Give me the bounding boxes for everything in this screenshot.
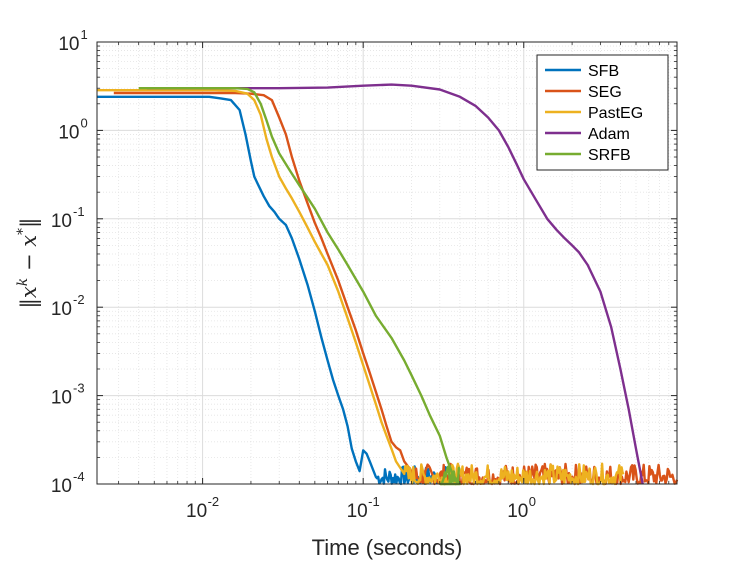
y-axis-label-norm-close: ‖ xyxy=(17,217,42,228)
y-tick-label: 10 xyxy=(51,299,72,320)
y-tick-exponent: 1 xyxy=(81,27,88,42)
legend: SFB SEG PastEG Adam SRFB xyxy=(536,54,669,171)
x-tick-label: 10 xyxy=(347,501,368,522)
series-line-sfb xyxy=(97,95,448,486)
series-line-srfb xyxy=(138,87,462,486)
y-axis-label-star: * xyxy=(15,228,31,235)
legend-label-pasteg: PastEG xyxy=(588,105,643,122)
x-tick-exponent: -2 xyxy=(208,494,220,509)
x-tick-label: 10 xyxy=(186,501,207,522)
x-tick-exponent: 0 xyxy=(529,494,536,509)
y-tick-label: 10 xyxy=(51,476,72,497)
y-axis-label: ‖xk − x*‖ xyxy=(15,217,42,308)
ticks-layer xyxy=(97,41,678,485)
y-axis-label-norm-open: ‖ xyxy=(17,298,42,309)
y-tick-exponent: -1 xyxy=(73,204,85,219)
legend-label-srfb: SRFB xyxy=(588,147,631,164)
y-axis-label-x: x xyxy=(17,286,41,298)
y-tick-label: 10 xyxy=(58,34,79,55)
y-tick-exponent: -3 xyxy=(73,381,85,396)
legend-label-seg: SEG xyxy=(588,84,622,101)
series-line-seg xyxy=(113,91,679,486)
y-tick-exponent: -4 xyxy=(73,469,85,484)
legend-label-adam: Adam xyxy=(588,126,630,143)
y-tick-label: 10 xyxy=(51,211,72,232)
x-tick-label: 10 xyxy=(507,501,528,522)
x-tick-labels: 10 -2 10 -1 10 0 xyxy=(186,494,536,522)
x-tick-exponent: -1 xyxy=(368,494,380,509)
y-tick-exponent: -2 xyxy=(73,292,85,307)
x-axis-label: Time (seconds) xyxy=(312,535,463,560)
y-tick-label: 10 xyxy=(58,122,79,143)
y-axis-label-x-star: x xyxy=(17,235,41,247)
y-tick-label: 10 xyxy=(51,388,72,409)
axes-box xyxy=(96,41,678,485)
y-axis-label-minus: − xyxy=(17,247,41,278)
series-layer xyxy=(97,83,679,486)
y-tick-exponent: 0 xyxy=(81,115,88,130)
y-axis-label-k: k xyxy=(15,278,31,286)
legend-label-sfb: SFB xyxy=(588,63,619,80)
series-line-adam xyxy=(146,83,644,485)
